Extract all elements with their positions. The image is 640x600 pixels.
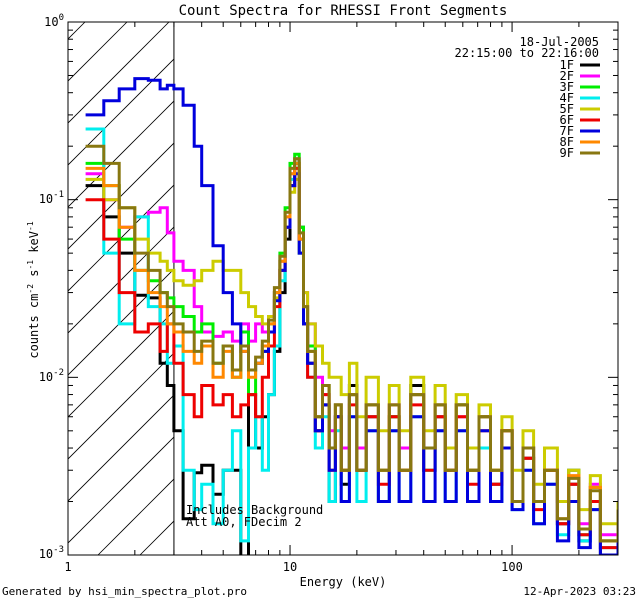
series-2F (85, 157, 618, 537)
hatch-line (68, 184, 174, 292)
hatch-line (68, 394, 174, 502)
y-tick-label-1: 10-1 (39, 190, 64, 206)
date-label: 18-Jul-2005 (520, 35, 599, 49)
hatch-line (68, 352, 174, 460)
legend-label-1F: 1F (560, 58, 574, 72)
hatch-line (0, 22, 1, 555)
hatch-line (68, 22, 86, 40)
legend-label-2F: 2F (560, 69, 574, 83)
y-tick-label-0: 100 (44, 13, 64, 29)
hatch-line (68, 310, 174, 418)
hatched-region (0, 22, 640, 555)
annotation-attenuator: Att A0, FDecim 2 (186, 515, 302, 529)
x-axis-label: Energy (keV) (300, 575, 387, 589)
legend-label-3F: 3F (560, 80, 574, 94)
hatch-line (68, 22, 170, 124)
y-tick-label-3: 10-3 (39, 545, 64, 561)
footer-generated-by: Generated by hsi_min_spectra_plot.pro (2, 585, 247, 598)
y-tick-label-2: 10-2 (39, 368, 64, 384)
hatch-line (68, 436, 174, 544)
x-tick-label-2: 100 (501, 560, 523, 574)
series-9F (85, 144, 618, 543)
y-axis-label: counts cm-2 s-1 keV-1 (26, 221, 41, 358)
hatch-line (68, 58, 174, 166)
footer-timestamp: 12-Apr-2023 03:23 (523, 585, 636, 598)
hatch-line (68, 226, 174, 334)
hatch-line (97, 478, 174, 555)
x-tick-label-1: 10 (283, 560, 297, 574)
time-range-label: 22:15:00 to 22:16:00 (455, 46, 600, 60)
hatch-line (0, 22, 43, 555)
plot-frame (67, 21, 619, 556)
x-tick-label-0: 1 (64, 560, 71, 574)
hatch-line (266, 22, 640, 555)
legend-label-4F: 4F (560, 91, 574, 105)
hatch-line (68, 100, 174, 208)
legend-label-5F: 5F (560, 102, 574, 116)
y-tick-labels: 100 10-1 10-2 10-3 (39, 13, 64, 561)
legend-label-8F: 8F (560, 135, 574, 149)
hatch-line (68, 268, 174, 376)
x-tick-labels: 1 10 100 (64, 560, 522, 574)
axis-ticks (67, 21, 619, 556)
series-6F (85, 166, 618, 550)
legend-label-6F: 6F (560, 113, 574, 127)
annotation-background: Includes Background (186, 503, 323, 517)
chart-title: Count Spectra for RHESSI Front Segments (179, 3, 508, 19)
legend-label-9F: 9F (560, 146, 574, 160)
series-layer (85, 22, 618, 555)
legend-label-7F: 7F (560, 124, 574, 138)
